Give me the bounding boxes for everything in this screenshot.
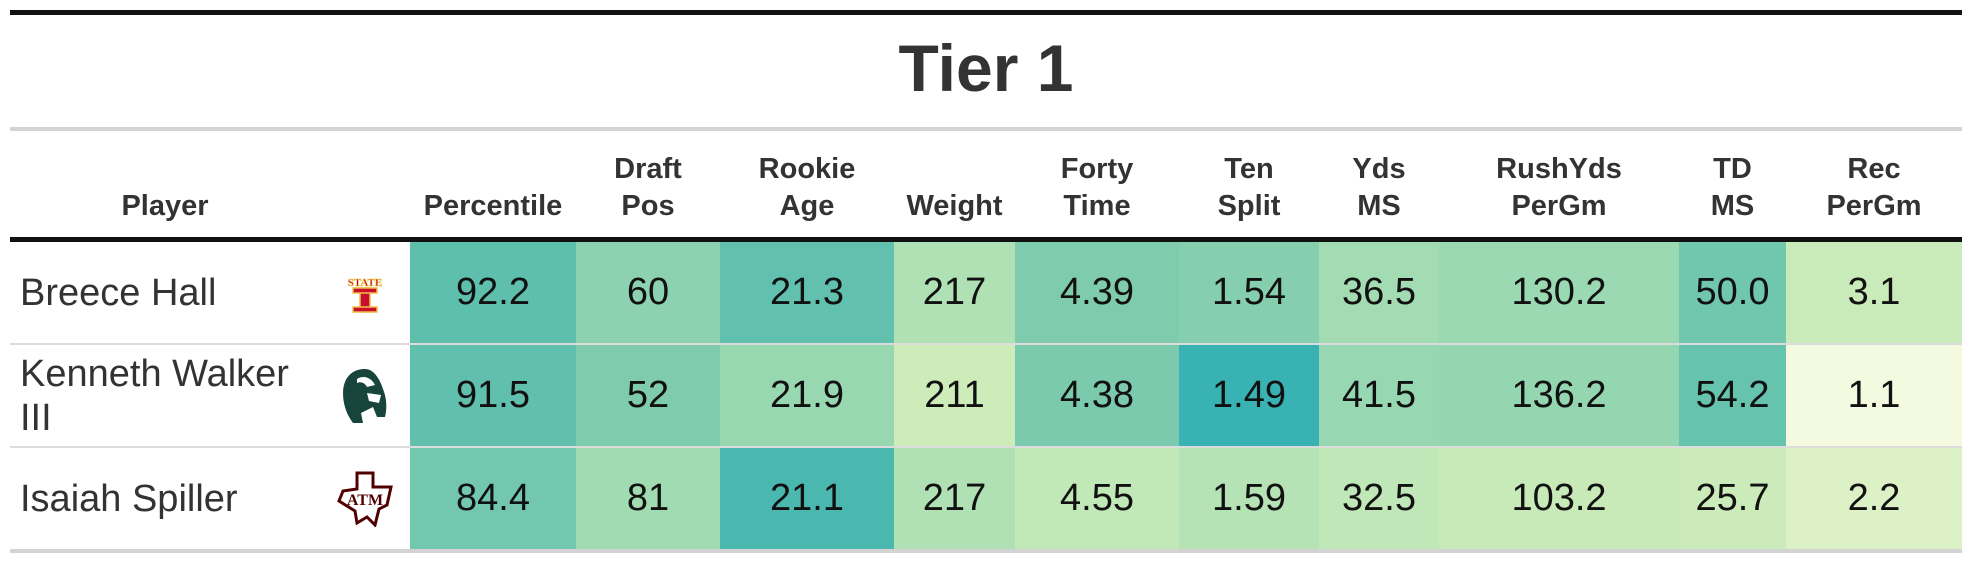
col-header-forty-time: Forty Time <box>1015 131 1179 240</box>
cell-weight: 217 <box>894 447 1015 551</box>
col-header-yds-ms: Yds MS <box>1319 131 1439 240</box>
cell-draft-pos: 52 <box>576 344 720 447</box>
col-header-percentile: Percentile <box>410 131 576 240</box>
table-row: Breece Hall STATE 92.2 60 21.3 217 4.39 1.54 36.… <box>10 239 1962 345</box>
top-rule <box>10 10 1962 15</box>
cell-ten-split: 1.59 <box>1179 447 1319 551</box>
col-header-line2: MS <box>1710 190 1755 222</box>
michigan-state-logo <box>320 344 410 447</box>
cell-rec-pergm: 3.1 <box>1786 239 1962 344</box>
col-header-line2: Age <box>779 190 835 222</box>
col-header-label: Percentile <box>423 190 563 222</box>
col-header-rushyds-pergm: RushYds PerGm <box>1439 131 1679 240</box>
cell-forty-time: 4.55 <box>1015 447 1179 551</box>
cell-ten-split: 1.49 <box>1179 344 1319 447</box>
cell-yds-ms: 41.5 <box>1319 344 1439 447</box>
svg-text:STATE: STATE <box>348 277 382 289</box>
iowa-state-logo: STATE <box>320 240 410 345</box>
header-rule <box>10 127 1962 131</box>
col-header-line2: Pos <box>621 190 675 222</box>
col-header-draft-pos: Draft Pos <box>576 131 720 240</box>
col-header-ten-split: Ten Split <box>1179 131 1319 240</box>
cell-yds-ms: 32.5 <box>1319 447 1439 551</box>
cell-td-ms: 50.0 <box>1679 239 1786 344</box>
col-header-label: Weight <box>906 190 1003 222</box>
cell-draft-pos: 60 <box>576 239 720 344</box>
player-name: Kenneth Walker III <box>20 352 289 439</box>
table-title: Tier 1 <box>898 31 1074 105</box>
col-header-line1: RushYds <box>1496 153 1622 185</box>
col-header-line1: Rec <box>1847 153 1901 185</box>
col-header-line2: Time <box>1063 190 1131 222</box>
cell-rushyds-pergm: 136.2 <box>1439 344 1679 447</box>
player-name: Isaiah Spiller <box>20 477 238 520</box>
svg-text:ATM: ATM <box>347 492 383 509</box>
col-header-line1: Yds <box>1352 153 1406 185</box>
col-header-logo <box>320 131 410 240</box>
cell-percentile: 84.4 <box>410 447 576 551</box>
col-header-line2: PerGm <box>1511 190 1607 222</box>
tier-table-container: Tier 1 Player Percentile Draft Pos Rookie Age… <box>10 10 1962 553</box>
col-header-rookie-age: Rookie Age <box>720 131 894 240</box>
cell-rushyds-pergm: 103.2 <box>1439 447 1679 551</box>
col-header-label: Player <box>121 190 209 222</box>
cell-percentile: 91.5 <box>410 344 576 447</box>
cell-rookie-age: 21.1 <box>720 447 894 551</box>
col-header-td-ms: TD MS <box>1679 131 1786 240</box>
cell-td-ms: 25.7 <box>1679 447 1786 551</box>
col-header-player: Player <box>10 131 320 240</box>
table-body: Breece Hall STATE 92.2 60 21.3 217 4.39 1.54 36.… <box>10 239 1962 551</box>
cell-ten-split: 1.54 <box>1179 239 1319 344</box>
player-name: Breece Hall <box>20 271 217 314</box>
col-header-line2: PerGm <box>1826 190 1922 222</box>
cell-rookie-age: 21.3 <box>720 239 894 344</box>
cell-forty-time: 4.38 <box>1015 344 1179 447</box>
cell-percentile: 92.2 <box>410 239 576 344</box>
col-header-line1: Ten <box>1224 153 1274 185</box>
table-row: Kenneth Walker III 91.5 52 21.9 211 4.38 1.49 4… <box>10 344 1962 447</box>
cell-rushyds-pergm: 130.2 <box>1439 239 1679 344</box>
header-row: Player Percentile Draft Pos Rookie Age Weight F… <box>10 131 1962 240</box>
col-header-rec-pergm: Rec PerGm <box>1786 131 1962 240</box>
texas-am-logo: ATM <box>320 447 410 551</box>
col-header-line1: Rookie <box>758 153 856 185</box>
col-header-line2: Split <box>1217 190 1281 222</box>
stats-table: Player Percentile Draft Pos Rookie Age Weight F… <box>10 131 1962 553</box>
cell-forty-time: 4.39 <box>1015 239 1179 344</box>
cell-rookie-age: 21.9 <box>720 344 894 447</box>
col-header-weight: Weight <box>894 131 1015 240</box>
cell-draft-pos: 81 <box>576 447 720 551</box>
col-header-line2: MS <box>1357 190 1401 222</box>
cell-rec-pergm: 2.2 <box>1786 447 1962 551</box>
col-header-line1: Forty <box>1060 153 1134 185</box>
cell-rec-pergm: 1.1 <box>1786 344 1962 447</box>
cell-weight: 217 <box>894 239 1015 344</box>
table-row: Isaiah Spiller ATM 84.4 81 21.1 217 4.55 1.59 32… <box>10 447 1962 551</box>
col-header-line1: TD <box>1713 153 1752 185</box>
col-header-line1: Draft <box>614 153 682 185</box>
cell-yds-ms: 36.5 <box>1319 239 1439 344</box>
cell-weight: 211 <box>894 344 1015 447</box>
cell-td-ms: 54.2 <box>1679 344 1786 447</box>
